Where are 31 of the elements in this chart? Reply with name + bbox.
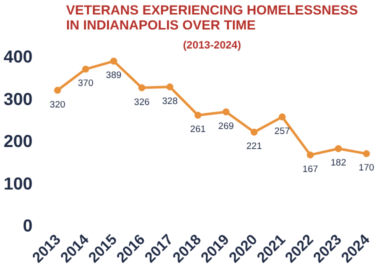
- data-label: 320: [50, 99, 66, 110]
- data-label: 370: [78, 78, 94, 88]
- point: [334, 145, 342, 152]
- point: [306, 151, 314, 158]
- chart-subtitle: (2013-2024): [182, 40, 242, 52]
- point: [194, 112, 202, 119]
- point: [278, 113, 286, 120]
- point: [54, 86, 62, 94]
- point: [82, 66, 90, 73]
- data-label: 182: [330, 158, 346, 168]
- point: [138, 84, 146, 92]
- data-label: 328: [162, 96, 178, 106]
- y-tick-label: 200: [4, 131, 33, 151]
- chart-title: VETERANS EXPERIENCING HOMELESSNESS IN INDIANAPOLIS OVER TIME: [66, 2, 358, 32]
- data-label: 221: [246, 141, 262, 152]
- data-label: 167: [302, 164, 318, 174]
- data-label: 326: [134, 96, 150, 107]
- y-tick-label: 400: [4, 46, 33, 66]
- point: [110, 58, 118, 65]
- y-tick-label: 300: [4, 88, 33, 109]
- y-tick-label: 100: [4, 173, 33, 194]
- data-label: 389: [106, 70, 122, 80]
- data-label: 170: [358, 162, 374, 173]
- data-label: 257: [274, 126, 290, 136]
- point: [250, 128, 258, 136]
- point: [222, 108, 230, 116]
- point: [166, 83, 174, 90]
- data-label: 261: [190, 124, 206, 134]
- y-tick-label: 0: [22, 216, 33, 236]
- point: [362, 150, 370, 158]
- data-label: 269: [218, 120, 234, 131]
